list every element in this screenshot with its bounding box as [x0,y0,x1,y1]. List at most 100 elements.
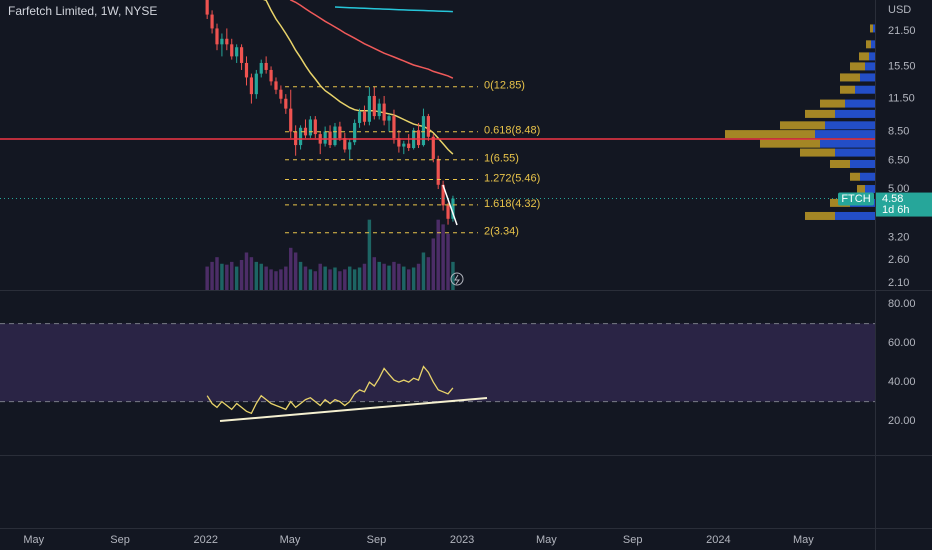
volume-profile-up [725,130,815,139]
volume-profile-up [850,172,860,181]
candle-body [239,47,244,63]
candle-body [298,127,303,146]
volume-bar [293,252,298,290]
candle-body [205,0,209,15]
volume-bar [362,263,367,290]
currency-label: USD [888,4,911,16]
fib-label: 1.618(4.32) [484,198,540,210]
volume-bar [289,247,293,290]
countdown-label: 1d 6h [882,204,910,216]
volume-bar [234,266,239,290]
candle-body [323,131,327,144]
fib-label: 1(6.55) [484,153,519,165]
y-tick-label: 6.50 [888,155,909,167]
candle-body [210,14,214,29]
candle-body [264,62,268,70]
volume-profile-down [860,73,875,82]
event-icon[interactable] [450,272,464,286]
volume-profile-down [835,109,875,118]
candle-body [382,103,386,121]
event-icon [454,274,460,285]
candle-body [284,98,288,109]
volume-bar [436,219,440,290]
volume-profile-down [835,148,875,157]
volume-profile-down [850,159,875,168]
candle-body [225,38,229,45]
rsi-line [206,365,454,415]
candle-body [249,77,254,95]
x-tick-label: May [280,534,301,546]
volume-bar [279,269,283,290]
volume-bar [338,271,342,290]
candle-body [357,111,362,123]
volume-bar [298,261,303,290]
symbol-label: FTCH [841,193,870,205]
candle-body [353,122,357,143]
y-tick-label: 20.00 [888,415,916,427]
volume-bar [426,257,431,290]
x-tick-label: Sep [623,534,643,546]
candle-body [436,158,440,185]
candle-body [372,95,376,117]
y-tick-label: 2.60 [888,254,909,266]
trend-line [442,184,458,226]
volume-bar [269,269,273,290]
candle-body [313,119,317,135]
volume-profile-up [870,24,873,33]
rsi-pane [0,323,875,415]
volume-profile-up [800,148,835,157]
volume-profile-up [760,139,820,148]
volume-bar [284,266,288,290]
volume-bar [392,261,396,290]
candle-body [220,38,224,45]
y-tick-label: 80.00 [888,298,916,310]
candle-body [421,116,426,146]
volume-profile-up [859,52,869,61]
volume-bar [451,261,455,290]
volume-bar [239,260,244,290]
candle-body [367,95,371,122]
moving-average [263,0,454,155]
volume-bar [347,266,352,290]
volume-bar [387,265,391,290]
y-tick-label: 11.50 [888,93,915,105]
volume-bar [406,269,411,290]
volume-profile-up [857,185,865,194]
x-tick-label: 2023 [450,534,474,546]
volume-bar [333,267,337,290]
x-tick-label: Sep [367,534,387,546]
y-tick-label: 21.50 [888,25,916,37]
y-tick-label: 2.10 [888,277,909,289]
candle-body [451,198,455,219]
volume-bar [382,263,386,290]
volume-profile-down [835,211,875,220]
volume-profile-down [865,185,875,194]
candle-body [431,136,435,159]
candle-body [244,62,249,78]
volume-bar [230,261,234,290]
candle-body [446,205,450,219]
chart-title: Farfetch Limited, 1W, NYSE [8,4,157,18]
y-tick-label: 5.00 [888,183,909,195]
fib-label: 0(12.85) [484,80,525,92]
volume-profile-down [865,62,875,71]
x-tick-label: 2024 [706,534,730,546]
volume-profile-down [860,172,875,181]
y-tick-label: 8.50 [888,125,909,137]
x-tick-label: May [793,534,814,546]
y-tick-label: 60.00 [888,337,916,349]
candle-body [279,89,283,99]
volume-profile-up [830,159,850,168]
candle-body [235,47,239,57]
candle-body [308,119,312,136]
volume-bar [303,266,308,290]
fib-label: 1.272(5.46) [484,172,540,184]
moving-average [334,6,453,13]
volume-bar [431,238,436,290]
candle-body [338,126,342,139]
volume-profile-up [805,109,835,118]
candle-body [402,143,406,147]
candle-body [348,142,352,150]
